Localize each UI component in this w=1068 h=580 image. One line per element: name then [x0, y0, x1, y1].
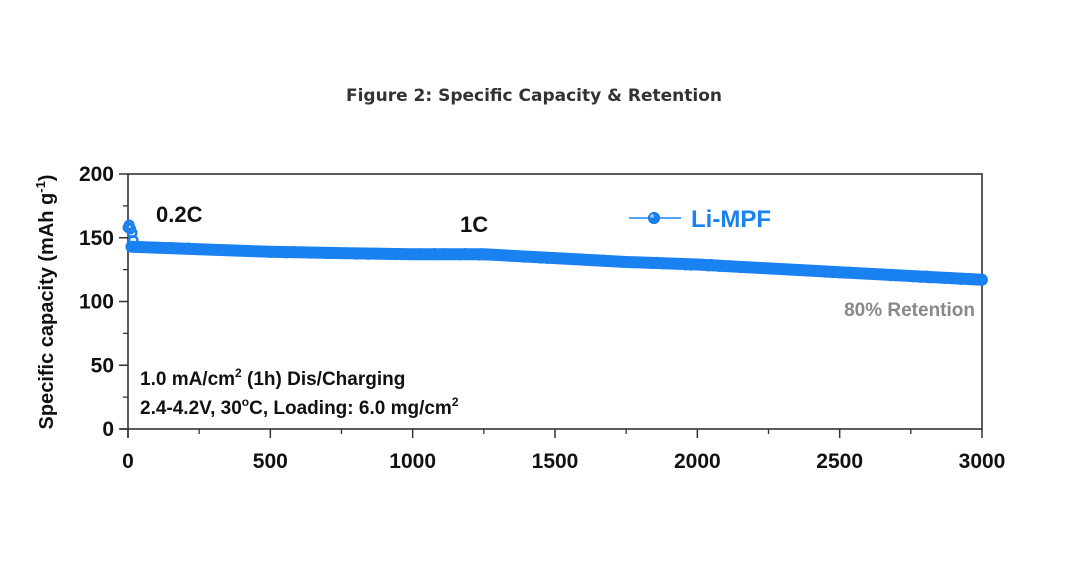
retention-annotation: 80% Retention — [844, 300, 975, 321]
x-tick-label-500: 500 — [253, 450, 288, 473]
data-point — [164, 247, 172, 255]
condition-line-2-a: 2.4-4.2V, 30 — [140, 398, 242, 419]
data-point — [923, 270, 930, 277]
legend: Li-MPF — [629, 206, 771, 233]
data-point — [383, 248, 390, 255]
x-tick-label-0: 0 — [122, 450, 134, 473]
rate-label-1c: 1C — [460, 212, 488, 237]
rate-label-0.2c: 0.2C — [156, 202, 203, 227]
condition-line-1-sup: 2 — [235, 366, 242, 380]
x-tick-label-2500: 2500 — [816, 450, 863, 473]
condition-line-1: 1.0 mA/cm2 (1h) Dis/Charging — [140, 366, 405, 390]
data-point — [904, 270, 911, 277]
x-tick-label-1500: 1500 — [532, 450, 579, 473]
y-tick-label-150: 150 — [79, 227, 114, 250]
y-tick-label-50: 50 — [91, 354, 114, 377]
condition-line-2-b: C, Loading: 6.0 mg/cm — [249, 398, 452, 419]
data-point — [704, 265, 712, 272]
condition-line-2-sup: 2 — [452, 395, 459, 409]
y-axis-label-sup: -1 — [33, 181, 48, 193]
x-tick-label-2000: 2000 — [674, 450, 721, 473]
y-tick-label-0: 0 — [102, 418, 114, 441]
x-tick-label-3000: 3000 — [959, 450, 1006, 473]
initial-cycle-point — [127, 234, 139, 246]
final-data-point — [975, 275, 983, 284]
data-layer — [122, 219, 988, 286]
figure-title: Figure 2: Specific Capacity & Retention — [345, 86, 722, 106]
legend-label: Li-MPF — [691, 206, 771, 233]
condition-line-1-b: (1h) Dis/Charging — [242, 369, 406, 390]
condition-line-2-deg: o — [242, 395, 249, 409]
condition-line-1-a: 1.0 mA/cm — [140, 369, 235, 390]
y-axis-label-close: ) — [36, 175, 58, 182]
y-tick-label-100: 100 — [79, 291, 114, 314]
legend-marker-icon — [648, 212, 660, 224]
condition-line-2: 2.4-4.2V, 30oC, Loading: 6.0 mg/cm2 — [140, 395, 459, 419]
y-tick-label-200: 200 — [79, 163, 114, 186]
axes-group: 0 500 1000 1500 2000 2500 3000 0 50 100 150 200 — [79, 163, 1005, 473]
y-axis-label: Specific capacity (mAh g-1) — [33, 175, 58, 430]
y-axis-label-main: Specific capacity (mAh g — [36, 193, 58, 430]
data-point — [844, 272, 852, 279]
x-tick-label-1000: 1000 — [389, 450, 436, 473]
legend-marker-highlight — [650, 214, 654, 218]
